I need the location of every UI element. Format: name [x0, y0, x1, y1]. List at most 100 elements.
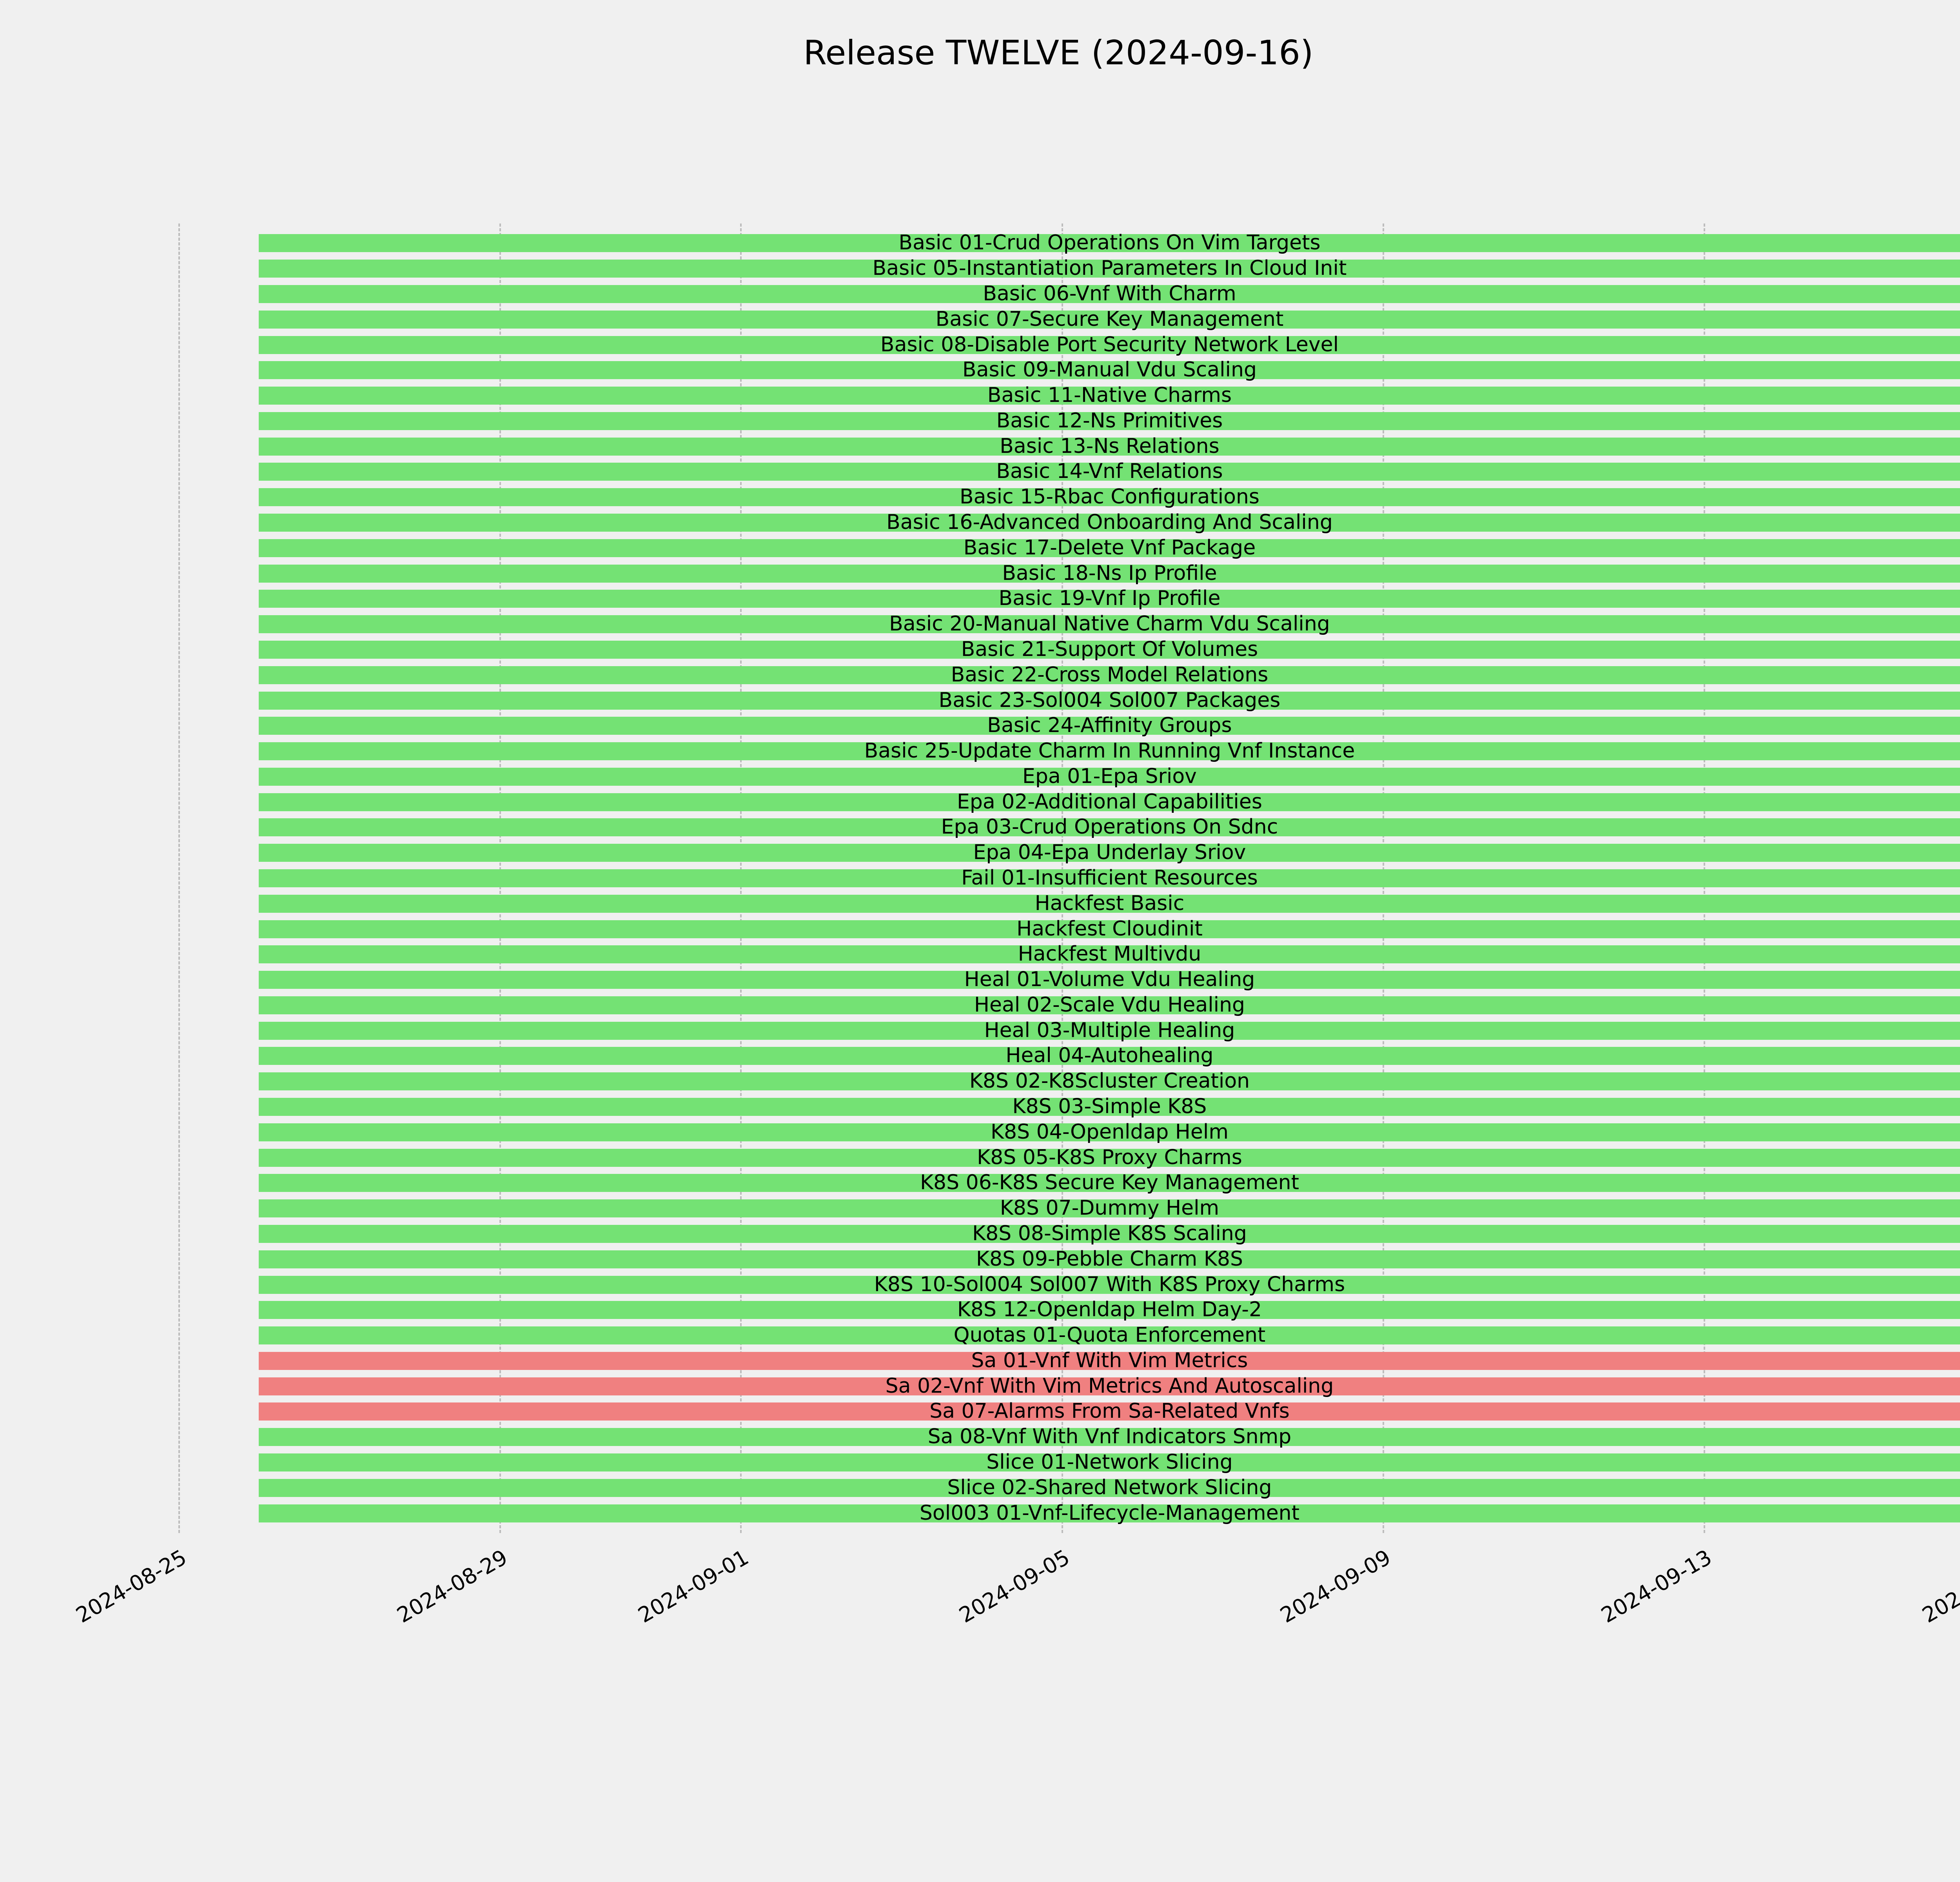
bar-label: Heal 02-Scale Vdu Healing — [974, 993, 1245, 1017]
bar-label: Sa 01-Vnf With Vim Metrics — [971, 1348, 1248, 1372]
bar-label: Basic 21-Support Of Volumes — [961, 637, 1258, 661]
gantt-bar-pass — [258, 1301, 1960, 1319]
gantt-row: K8S 12-Openldap Helm Day-2 — [258, 1298, 1960, 1322]
gantt-row: Slice 01-Network Slicing — [258, 1450, 1960, 1474]
bar-label: Basic 23-Sol004 Sol007 Packages — [938, 688, 1281, 712]
x-tick-label: 2024-08-29 — [393, 1545, 512, 1628]
gantt-row: Heal 04-Autohealing — [258, 1044, 1960, 1068]
gantt-bar-pass — [258, 717, 1960, 735]
bar-label: Heal 04-Autohealing — [1005, 1044, 1214, 1068]
gantt-row: Basic 15-Rbac Configurations — [258, 485, 1960, 509]
gantt-bar-pass — [258, 996, 1960, 1014]
gantt-row: Basic 06-Vnf With Charm — [258, 283, 1960, 304]
gantt-bar-pass — [258, 1275, 1960, 1294]
gantt-bar-pass — [258, 1428, 1960, 1446]
bar-label: K8S 07-Dummy Helm — [1000, 1196, 1220, 1220]
bar-label: Heal 03-Multiple Healing — [984, 1018, 1235, 1042]
bar-label: K8S 12-Openldap Helm Day-2 — [957, 1298, 1262, 1322]
bar-label: Basic 11-Native Charms — [987, 383, 1232, 407]
bar-label: Hackfest Cloudinit — [1016, 917, 1203, 941]
plot-area: Basic 01-Crud Operations On Vim Targets B… — [178, 223, 1960, 1533]
gantt-row: Epa 01-Epa Sriov — [258, 766, 1960, 787]
gantt-row: Basic 21-Support Of Volumes — [258, 637, 1960, 661]
x-tick-label: 2024-09-01 — [633, 1545, 753, 1628]
gantt-bar-pass — [258, 387, 1960, 405]
x-tick-label: 2024-09-13 — [1597, 1545, 1716, 1628]
gantt-bar-fail — [258, 1377, 1960, 1395]
gantt-bar-pass — [258, 1021, 1960, 1040]
bar-label: Sol003 01-Vnf-Lifecycle-Management — [919, 1501, 1300, 1525]
gantt-bar-pass — [258, 361, 1960, 380]
gantt-bar-pass — [258, 412, 1960, 430]
gantt-bar-fail — [258, 1352, 1960, 1370]
bar-label: Basic 20-Manual Native Charm Vdu Scaling — [889, 612, 1330, 636]
gantt-row: Basic 16-Advanced Onboarding And Scaling — [258, 510, 1960, 534]
gantt-row: Quotas 01-Quota Enforcement — [258, 1325, 1960, 1345]
bar-label: Epa 04-Epa Underlay Sriov — [973, 841, 1246, 865]
gantt-bar-pass — [258, 1072, 1960, 1091]
gantt-bar-pass — [258, 1148, 1960, 1167]
bar-label: Sa 08-Vnf With Vnf Indicators Snmp — [927, 1425, 1292, 1449]
bar-label: Basic 09-Manual Vdu Scaling — [962, 358, 1257, 382]
gantt-bar-pass — [258, 691, 1960, 710]
gantt-row: Basic 08-Disable Port Security Network L… — [258, 332, 1960, 356]
bar-label: K8S 06-K8S Secure Key Management — [920, 1171, 1299, 1195]
gantt-bar-pass — [258, 894, 1960, 913]
gantt-row: Sa 08-Vnf With Vnf Indicators Snmp — [258, 1425, 1960, 1449]
gantt-row: Basic 22-Cross Model Relations — [258, 663, 1960, 687]
gantt-bar-pass — [258, 1326, 1960, 1345]
x-tick-label: 2024-09-05 — [955, 1545, 1074, 1628]
gantt-row: K8S 04-Openldap Helm — [258, 1120, 1960, 1144]
gantt-row: K8S 06-K8S Secure Key Management — [258, 1171, 1960, 1195]
gantt-bar-pass — [258, 463, 1960, 481]
bar-label: K8S 04-Openldap Helm — [990, 1120, 1229, 1144]
gantt-row: Basic 25-Update Charm In Running Vnf Ins… — [258, 739, 1960, 763]
bar-label: Basic 13-Ns Relations — [1000, 434, 1220, 458]
gantt-bar-pass — [258, 640, 1960, 659]
bar-label: Slice 01-Network Slicing — [986, 1450, 1233, 1474]
bar-label: Basic 18-Ns Ip Profile — [1002, 561, 1217, 585]
gantt-row: K8S 02-K8Scluster Creation — [258, 1069, 1960, 1093]
x-axis: 2024-08-25 2024-08-29 2024-09-01 2024-09-05… — [72, 1533, 1960, 1690]
gantt-bar-pass — [258, 336, 1960, 354]
gantt-row: Slice 02-Shared Network Slicing — [258, 1477, 1960, 1498]
bar-label: Basic 12-Ns Primitives — [996, 409, 1223, 432]
bar-label: Epa 02-Additional Capabilities — [957, 790, 1262, 814]
gantt-bar-pass — [258, 742, 1960, 761]
gantt-row: Basic 19-Vnf Ip Profile — [258, 587, 1960, 610]
gantt-bar-pass — [258, 310, 1960, 329]
gridline — [178, 223, 180, 1533]
gantt-bar-pass — [258, 590, 1960, 608]
bar-label: Basic 19-Vnf Ip Profile — [998, 587, 1221, 610]
bar-label: Basic 15-Rbac Configurations — [959, 485, 1259, 509]
gantt-bar-pass — [258, 971, 1960, 989]
bar-label: Sa 02-Vnf With Vim Metrics And Autoscali… — [885, 1374, 1334, 1398]
bar-label: Basic 22-Cross Model Relations — [951, 663, 1269, 687]
bar-label: Fail 01-Insufficient Resources — [961, 866, 1258, 890]
gantt-bar-pass — [258, 1453, 1960, 1472]
gantt-row: Basic 24-Affinity Groups — [258, 715, 1960, 736]
gantt-row: Basic 13-Ns Relations — [258, 434, 1960, 458]
bar-label: Basic 17-Delete Vnf Package — [963, 536, 1256, 560]
bar-label: Basic 16-Advanced Onboarding And Scaling — [886, 510, 1333, 534]
bar-label: Basic 01-Crud Operations On Vim Targets — [898, 231, 1321, 255]
gantt-bar-pass — [258, 1047, 1960, 1065]
gantt-row: Basic 11-Native Charms — [258, 383, 1960, 407]
gantt-bar-pass — [258, 1174, 1960, 1192]
bar-label: Basic 07-Secure Key Management — [935, 307, 1284, 331]
bar-label: K8S 02-K8Scluster Creation — [969, 1069, 1250, 1093]
bar-label: Epa 03-Crud Operations On Sdnc — [941, 815, 1278, 839]
bar-label: Basic 08-Disable Port Security Network L… — [880, 332, 1339, 356]
gantt-row: Hackfest Basic — [258, 893, 1960, 914]
gantt-row: K8S 10-Sol004 Sol007 With K8S Proxy Char… — [258, 1274, 1960, 1295]
gantt-bar-pass — [258, 945, 1960, 964]
gantt-bar-pass — [258, 285, 1960, 303]
gantt-bar-pass — [258, 234, 1960, 253]
gantt-bar-pass — [258, 666, 1960, 684]
gantt-row: Hackfest Cloudinit — [258, 917, 1960, 941]
bar-label: Basic 25-Update Charm In Running Vnf Ins… — [864, 739, 1355, 763]
gantt-row: Heal 02-Scale Vdu Healing — [258, 993, 1960, 1017]
gantt-row: Epa 03-Crud Operations On Sdnc — [258, 815, 1960, 839]
x-tick-label: 2024-09-09 — [1276, 1545, 1395, 1628]
gantt-bar-pass — [258, 615, 1960, 634]
